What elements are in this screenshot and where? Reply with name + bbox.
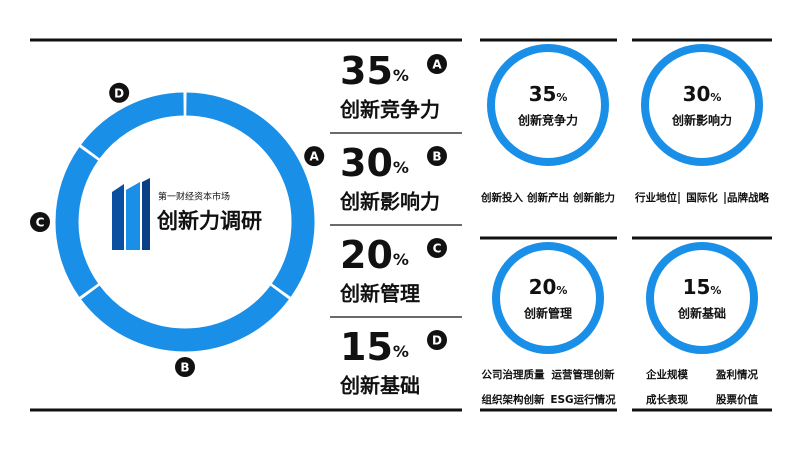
category-badge <box>304 146 325 167</box>
category-label: B <box>432 150 441 164</box>
category-badge <box>427 54 447 74</box>
category-badge <box>427 330 447 350</box>
center-subtitle: 第一财经资本市场 <box>158 191 230 203</box>
category-badge <box>30 212 50 232</box>
card-tag: 创新能力 <box>572 191 615 204</box>
card-value: 35% <box>529 82 568 106</box>
card-value: 20% <box>529 275 568 299</box>
category-badge <box>427 146 447 166</box>
card-tag: 企业规模 <box>645 368 688 381</box>
category-label: D <box>114 86 124 100</box>
donut-segment <box>81 92 185 159</box>
category-badge <box>109 82 130 103</box>
card-ring <box>641 44 763 166</box>
series-name: 创新基础 <box>339 374 420 398</box>
card-tag: 成长表现 <box>646 393 688 406</box>
series-name: 创新影响力 <box>339 190 440 214</box>
card-tag: 股票价值 <box>716 393 758 406</box>
value-label: 35% <box>340 49 409 93</box>
donut-segment <box>186 92 315 297</box>
card-tag: 公司治理质量 <box>482 368 545 381</box>
series-name: 创新管理 <box>339 282 420 306</box>
card-ring <box>646 242 758 354</box>
card-name: 创新基础 <box>677 306 726 321</box>
category-badge <box>175 357 195 377</box>
card-tag: 行业地位 <box>634 191 677 204</box>
card-tag: 国际化 <box>686 191 718 204</box>
card-tag: 创新投入 <box>480 191 523 204</box>
category-label: D <box>432 334 442 348</box>
card-name: 创新影响力 <box>671 113 732 128</box>
card-ring <box>492 242 604 354</box>
value-label: 20% <box>340 233 409 277</box>
category-label: A <box>432 58 442 72</box>
card-value: 30% <box>683 82 722 106</box>
category-label: B <box>180 361 189 375</box>
card-tag: 运营管理创新 <box>552 368 615 381</box>
card-name: 创新竞争力 <box>517 113 578 128</box>
value-label: 15% <box>340 325 409 369</box>
card-name: 创新管理 <box>523 306 572 321</box>
center-title: 创新力调研 <box>156 209 262 233</box>
category-label: C <box>36 216 45 230</box>
card-ring <box>487 44 609 166</box>
logo <box>112 178 150 250</box>
category-label: C <box>433 242 442 256</box>
card-value: 15% <box>683 275 722 299</box>
card-tag: ESG运行情况 <box>550 393 616 406</box>
category-badge <box>427 238 447 258</box>
card-tag: 组织架构创新 <box>482 393 545 406</box>
card-tag: 品牌战略 <box>727 191 769 204</box>
donut-segment <box>55 147 99 297</box>
card-tag: 创新产出 <box>526 191 569 204</box>
donut-segment <box>81 285 289 352</box>
series-name: 创新竞争力 <box>339 98 440 122</box>
card-tag: 盈利情况 <box>715 368 758 381</box>
category-label: A <box>310 150 320 164</box>
value-label: 30% <box>340 141 409 185</box>
